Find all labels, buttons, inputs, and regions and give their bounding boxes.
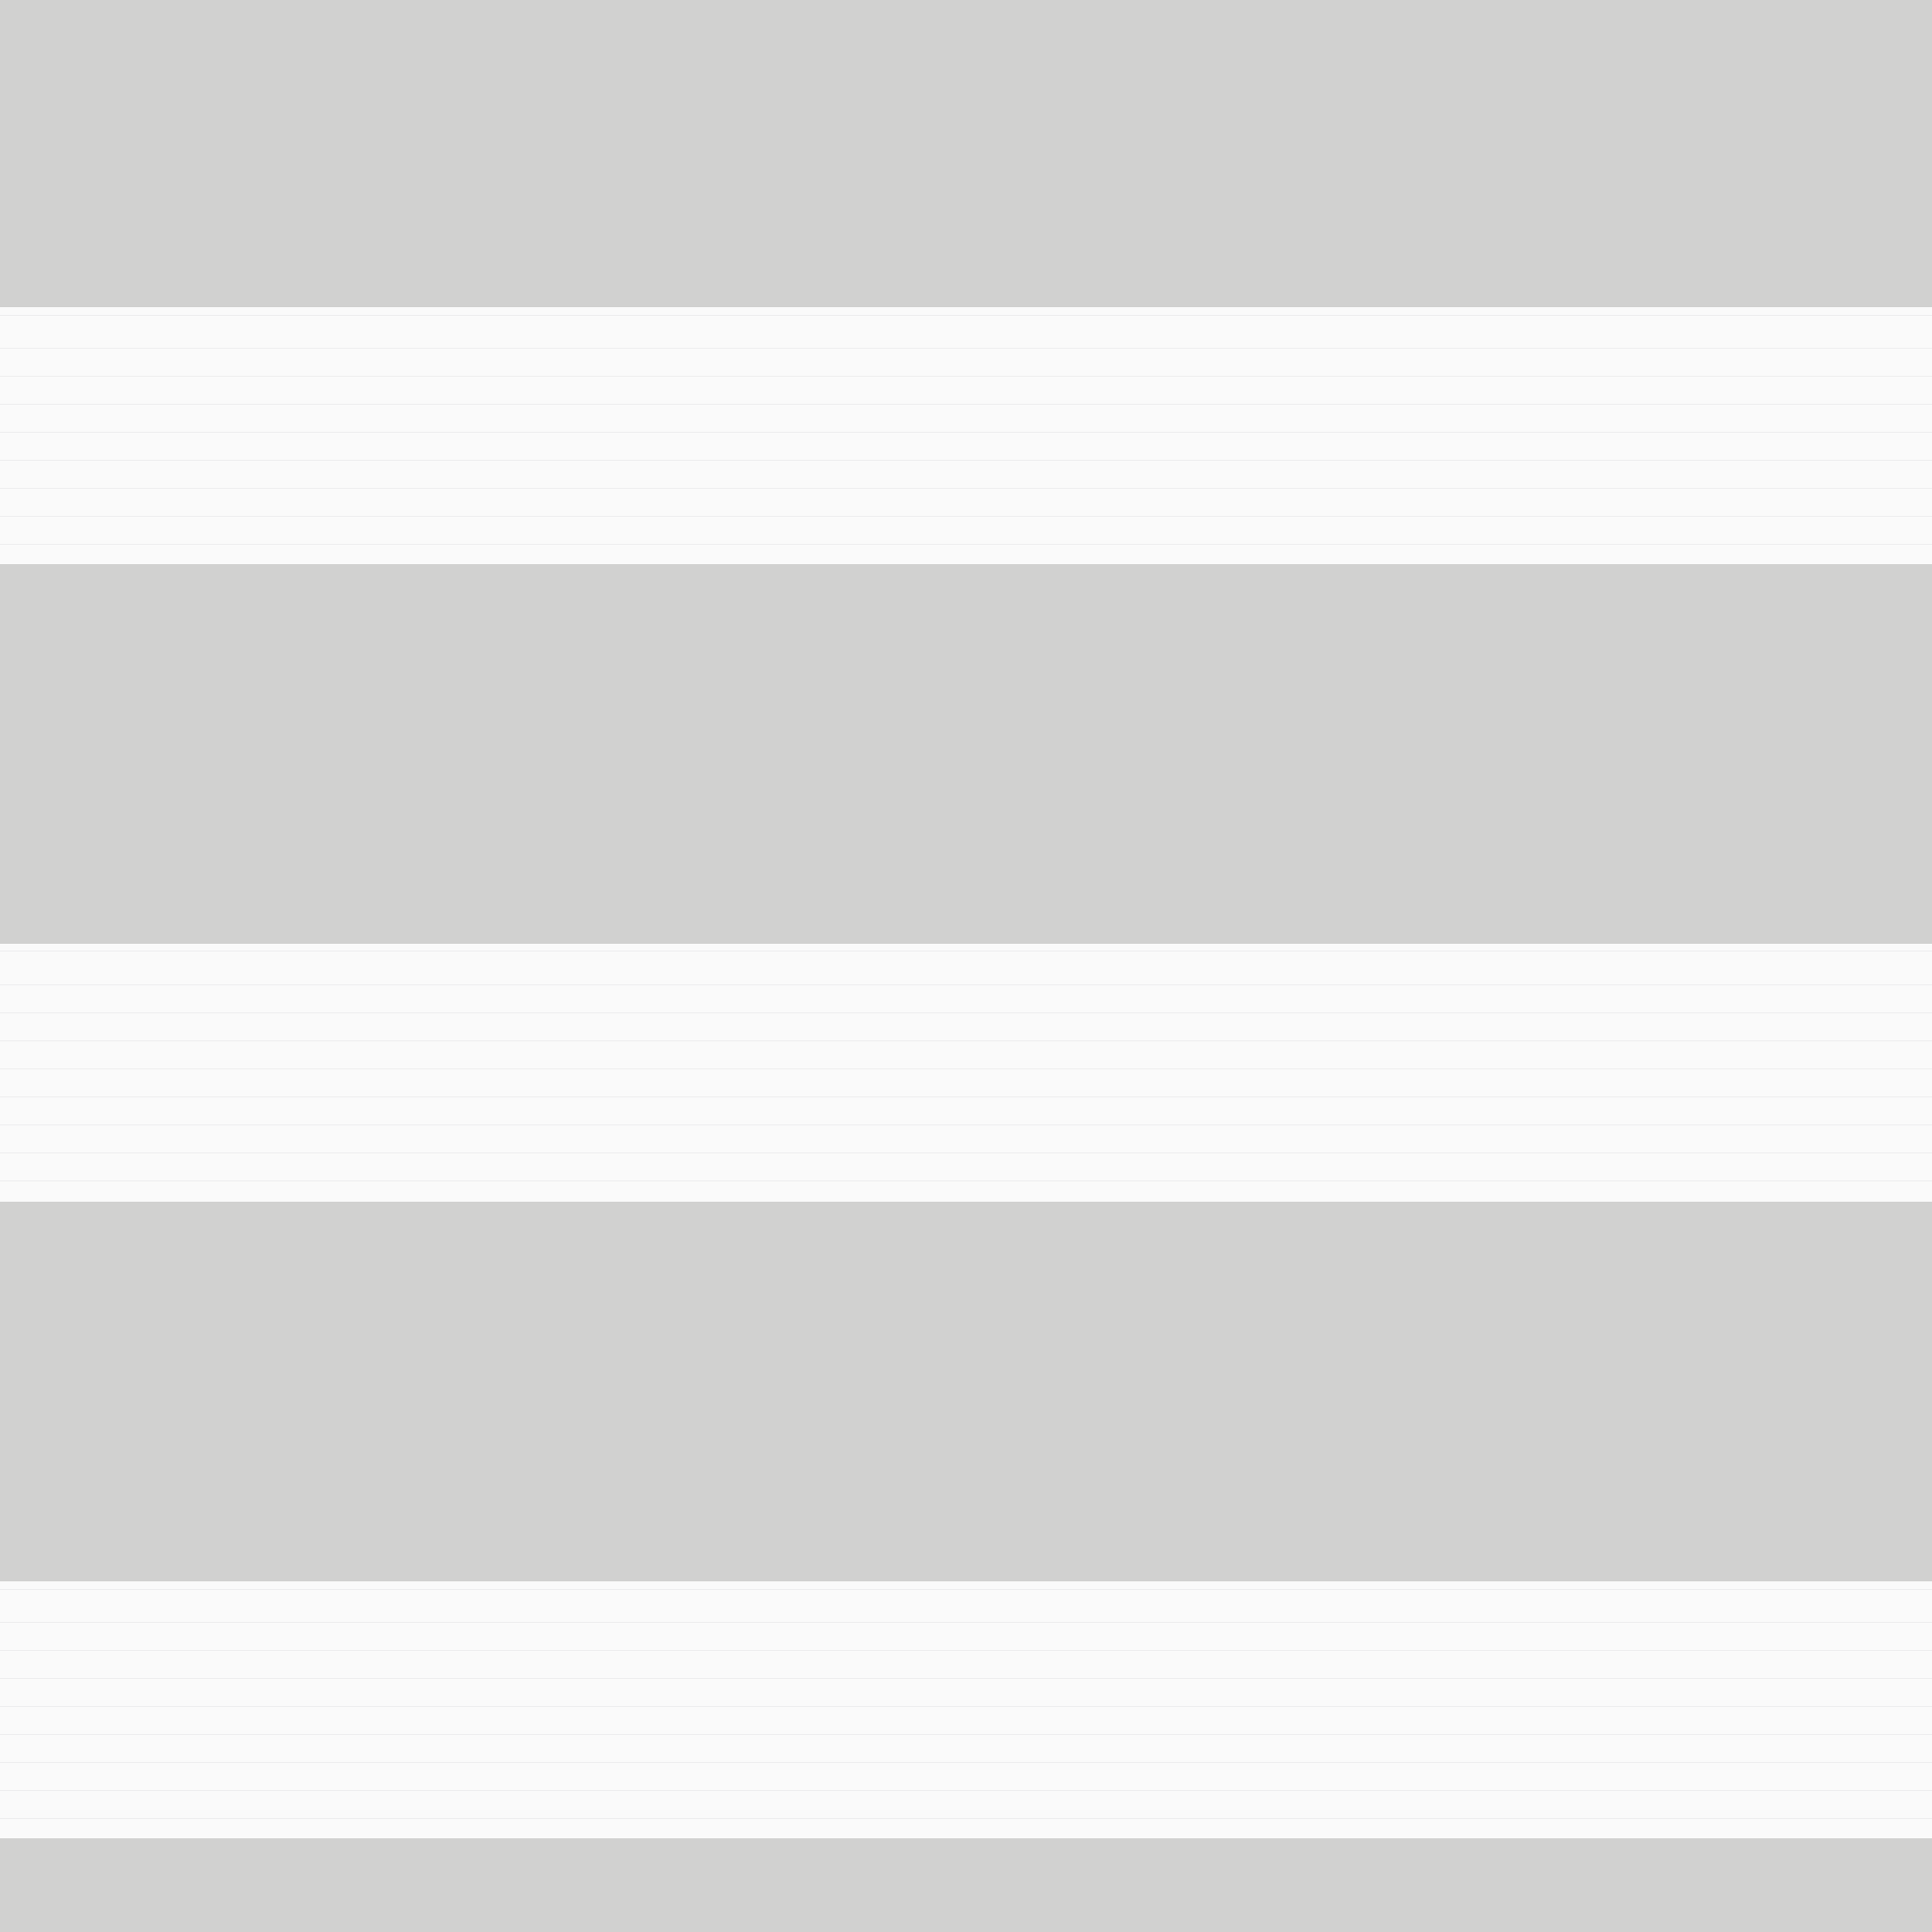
gray-band-2 [0,564,1932,944]
white-band-1 [0,307,1932,564]
gray-band-top [0,0,1932,307]
white-band-3 [0,1581,1932,1838]
white-band-2 [0,944,1932,1202]
gray-band-3 [0,1202,1932,1581]
gray-band-bottom [0,1838,1932,1932]
